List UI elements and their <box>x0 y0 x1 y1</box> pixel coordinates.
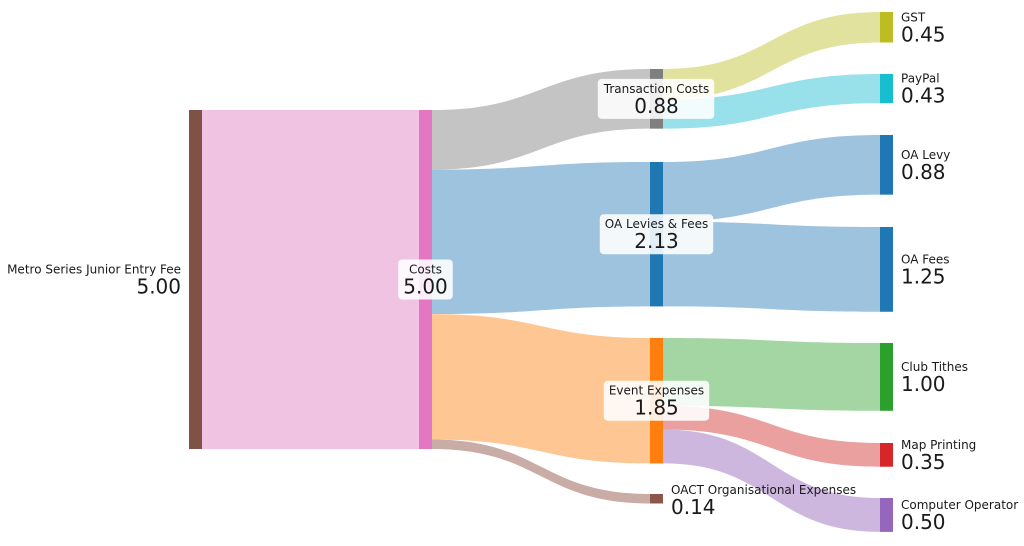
node-value-label: 0.88 <box>634 94 679 118</box>
node-name-label: Transaction Costs <box>603 82 709 96</box>
node-entry <box>189 110 202 449</box>
link-entry-to-costs <box>202 110 419 449</box>
node-value-label: 0.43 <box>901 84 946 108</box>
node-name-label: GST <box>901 10 926 24</box>
node-levy <box>880 135 893 195</box>
node-value-label: 5.00 <box>136 275 181 299</box>
node-fees <box>880 227 893 312</box>
label-box-event <box>603 380 710 421</box>
label-box-costs <box>398 259 453 300</box>
node-compop <box>880 498 893 532</box>
link-costs-to-trans <box>432 69 650 170</box>
link-event-to-tithes <box>663 338 880 411</box>
node-name-label: OACT Organisational Expenses <box>671 483 856 497</box>
link-trans-to-paypal <box>663 74 880 129</box>
sankey-labels: Metro Series Junior Entry Fee5.00Costs5.… <box>7 10 1018 534</box>
link-event-to-compop <box>663 429 880 532</box>
node-value-label: 5.00 <box>403 275 448 299</box>
label-box-trans <box>597 78 715 119</box>
node-value-label: 1.25 <box>901 264 946 288</box>
node-value-label: 0.50 <box>901 510 946 534</box>
node-name-label: Costs <box>409 263 442 277</box>
node-name-label: Map Printing <box>901 438 976 452</box>
node-value-label: 1.00 <box>901 372 946 396</box>
link-costs-to-event <box>432 314 650 464</box>
node-name-label: OA Levies & Fees <box>605 217 708 231</box>
link-oa-to-levy <box>663 135 880 222</box>
node-name-label: OA Fees <box>901 252 950 266</box>
node-paypal <box>880 74 893 104</box>
node-value-label: 0.88 <box>901 160 946 184</box>
link-oa-to-fees <box>663 221 880 312</box>
node-name-label: Club Tithes <box>901 360 968 374</box>
node-value-label: 0.45 <box>901 22 946 46</box>
node-value-label: 0.14 <box>671 495 716 519</box>
link-trans-to-gst <box>663 12 880 100</box>
link-event-to-map <box>663 405 880 467</box>
node-name-label: OA Levy <box>901 148 950 162</box>
link-costs-to-oa <box>432 162 650 315</box>
node-name-label: Computer Operator <box>901 498 1018 512</box>
node-name-label: Event Expenses <box>609 384 704 398</box>
node-value-label: 1.85 <box>634 396 679 420</box>
node-name-label: PayPal <box>901 72 940 86</box>
sankey-links <box>202 12 880 532</box>
node-value-label: 2.13 <box>634 229 679 253</box>
node-tithes <box>880 343 893 411</box>
node-oact <box>650 494 663 504</box>
link-costs-to-oact <box>432 439 650 504</box>
node-map <box>880 443 893 467</box>
node-value-label: 0.35 <box>901 450 946 474</box>
node-gst <box>880 12 893 43</box>
label-box-oa <box>599 214 714 255</box>
node-name-label: Metro Series Junior Entry Fee <box>7 263 181 277</box>
